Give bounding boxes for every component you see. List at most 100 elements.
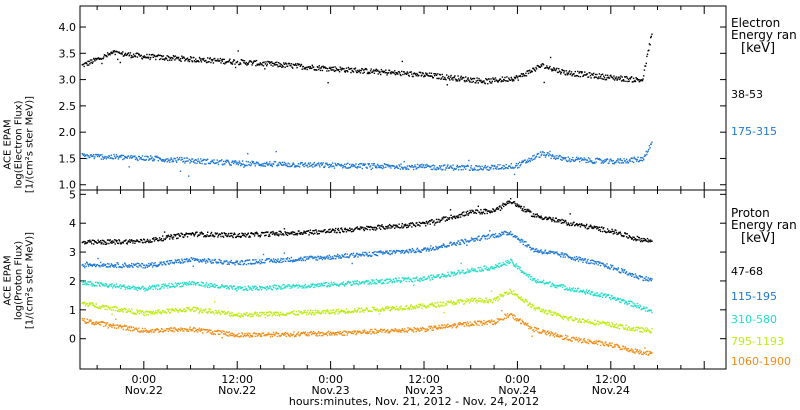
- data-point: [241, 286, 244, 289]
- data-point: [118, 286, 120, 288]
- data-point: [252, 285, 254, 288]
- data-point: [407, 225, 410, 227]
- data-point: [165, 237, 167, 239]
- data-point: [421, 278, 423, 280]
- data-point: [496, 264, 499, 267]
- data-point: [433, 167, 435, 169]
- data-point: [611, 228, 613, 231]
- data-point: [559, 254, 561, 256]
- data-point: [501, 231, 503, 233]
- data-point: [227, 286, 229, 288]
- data-point: [283, 234, 285, 236]
- data-point: [553, 284, 556, 287]
- data-point: [337, 253, 339, 256]
- data-point: [557, 157, 559, 160]
- data-point: [231, 62, 233, 64]
- data-point: [493, 210, 495, 213]
- data-point: [336, 231, 338, 234]
- data-point: [245, 61, 248, 64]
- data-point: [428, 275, 430, 278]
- data-point: [365, 279, 367, 282]
- data-point: [558, 155, 560, 158]
- data-point: [317, 163, 319, 165]
- data-point: [317, 283, 319, 285]
- data-point: [474, 211, 476, 214]
- data-point: [238, 288, 240, 290]
- data-point: [638, 307, 640, 309]
- data-point: [110, 52, 112, 54]
- data-point: [423, 164, 425, 166]
- data-point: [116, 307, 118, 309]
- data-point: [278, 315, 280, 317]
- data-point: [572, 156, 574, 159]
- data-point: [231, 235, 234, 237]
- data-point: [417, 279, 419, 282]
- data-point: [263, 165, 265, 167]
- data-point: [194, 233, 196, 235]
- data-point: [343, 253, 346, 256]
- data-point: [269, 62, 271, 65]
- data-point: [587, 290, 590, 292]
- data-point: [256, 311, 258, 314]
- data-point: [560, 73, 562, 75]
- data-point: [169, 238, 171, 240]
- data-point: [433, 224, 436, 226]
- data-point: [334, 162, 336, 165]
- data-point: [309, 66, 312, 68]
- data-point: [577, 257, 579, 260]
- data-point: [277, 163, 279, 165]
- data-point: [153, 160, 155, 162]
- data-point: [104, 243, 106, 245]
- data-point: [248, 288, 251, 290]
- data-point: [410, 166, 412, 168]
- data-point: [431, 75, 433, 77]
- data-point: [311, 165, 313, 167]
- data-point: [513, 76, 516, 78]
- data-point: [268, 61, 270, 63]
- data-point: [142, 55, 144, 58]
- data-point: [568, 287, 571, 289]
- data-point: [579, 289, 582, 292]
- data-point: [458, 80, 460, 82]
- data-point: [149, 158, 151, 160]
- data-point: [320, 162, 322, 164]
- data-point: [378, 250, 381, 252]
- data-point: [524, 74, 526, 77]
- data-point: [567, 160, 569, 163]
- data-point: [467, 214, 469, 216]
- data-point: [124, 263, 127, 265]
- data-point: [582, 289, 585, 291]
- data-point: [150, 287, 152, 289]
- data-point: [119, 242, 121, 244]
- data-point: [272, 286, 275, 289]
- data-point: [123, 55, 125, 57]
- data-point: [277, 258, 279, 260]
- data-point: [418, 221, 421, 224]
- data-point: [301, 162, 303, 164]
- data-point: [459, 271, 462, 274]
- data-point: [243, 166, 245, 168]
- data-point: [234, 161, 236, 163]
- data-point: [210, 285, 212, 287]
- data-point: [393, 224, 395, 226]
- data-point: [335, 227, 337, 230]
- data-point: [236, 61, 238, 64]
- data-point: [94, 284, 96, 287]
- data-point: [412, 277, 414, 280]
- data-point: [382, 165, 384, 167]
- data-point: [148, 262, 150, 265]
- data-point: [625, 302, 628, 304]
- data-point: [219, 312, 221, 314]
- data-point: [539, 156, 541, 158]
- data-point: [257, 313, 259, 316]
- data-point: [553, 68, 556, 70]
- data-point: [586, 159, 588, 161]
- data-point: [622, 79, 624, 82]
- data-point: [137, 159, 139, 162]
- data-point: [271, 61, 273, 63]
- data-point: [574, 259, 576, 262]
- data-point: [328, 67, 331, 69]
- data-point: [300, 64, 302, 67]
- data-point: [87, 265, 90, 267]
- data-point: [174, 282, 177, 284]
